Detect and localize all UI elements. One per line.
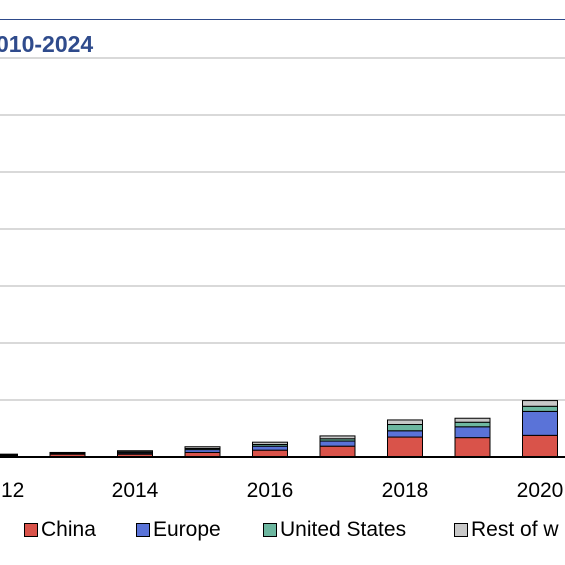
bar-segment-rest-of-w-2016 bbox=[252, 441, 288, 445]
bar-segment-rest-of-w-2012 bbox=[0, 453, 18, 456]
bar-segment-rest-of-w-2015 bbox=[184, 446, 221, 449]
bar-segment-china-2018 bbox=[387, 436, 423, 458]
bar-segment-rest-of-w-2019 bbox=[454, 417, 491, 423]
bar-segment-europe-2016 bbox=[252, 445, 288, 451]
legend-item-china: China bbox=[24, 518, 96, 542]
x-tick-label: 2016 bbox=[247, 479, 294, 502]
chart-title: 010-2024 bbox=[0, 31, 94, 57]
bar-segment-europe-2017 bbox=[319, 440, 356, 447]
legend-item-europe: Europe bbox=[136, 518, 221, 542]
legend-label: China bbox=[41, 518, 96, 541]
legend-item-united-states: United States bbox=[263, 518, 406, 542]
top-rule bbox=[0, 19, 565, 20]
legend-item-rest-of-w: Rest of w bbox=[454, 518, 559, 542]
bar-segment-rest-of-w-2017 bbox=[319, 435, 356, 440]
bar-segment-europe-2019 bbox=[454, 426, 491, 439]
bar-segment-china-2020 bbox=[522, 434, 558, 458]
legend-swatch bbox=[454, 523, 468, 537]
legend: China Europe United States Rest of w bbox=[0, 518, 565, 546]
bar-segment-united-states-2020 bbox=[522, 405, 558, 412]
bar-segment-rest-of-w-2018 bbox=[387, 419, 423, 426]
legend-label: Europe bbox=[153, 518, 221, 541]
bar-segment-europe-2020 bbox=[522, 410, 558, 436]
bar-segment-china-2016 bbox=[252, 449, 288, 458]
bar-segment-rest-of-w-2020 bbox=[522, 400, 558, 407]
x-tick-label: 12 bbox=[1, 479, 24, 502]
x-tick-label: 2014 bbox=[112, 479, 159, 502]
x-tick-label: 2020 bbox=[517, 479, 564, 502]
bar-segment-united-states-2018 bbox=[387, 424, 423, 432]
gridlines bbox=[0, 57, 565, 401]
legend-label: United States bbox=[280, 518, 407, 541]
legend-swatch bbox=[263, 523, 277, 537]
x-tick-labels: 12 2014 2016 2018 2020 bbox=[1, 479, 563, 502]
legend-label: Rest of w bbox=[471, 518, 559, 541]
bar-segment-china-2017 bbox=[319, 445, 356, 458]
bar-segment-rest-of-w-2013 bbox=[49, 451, 86, 454]
legend-swatch bbox=[136, 523, 150, 537]
bar-segment-rest-of-w-2014 bbox=[117, 450, 153, 453]
bar-segment-united-states-2019 bbox=[454, 421, 491, 428]
x-tick-label: 2018 bbox=[382, 479, 429, 502]
bar-segment-china-2019 bbox=[454, 437, 491, 458]
bar-segment-europe-2018 bbox=[387, 430, 423, 438]
bars bbox=[0, 400, 558, 458]
legend-swatch bbox=[24, 523, 38, 537]
